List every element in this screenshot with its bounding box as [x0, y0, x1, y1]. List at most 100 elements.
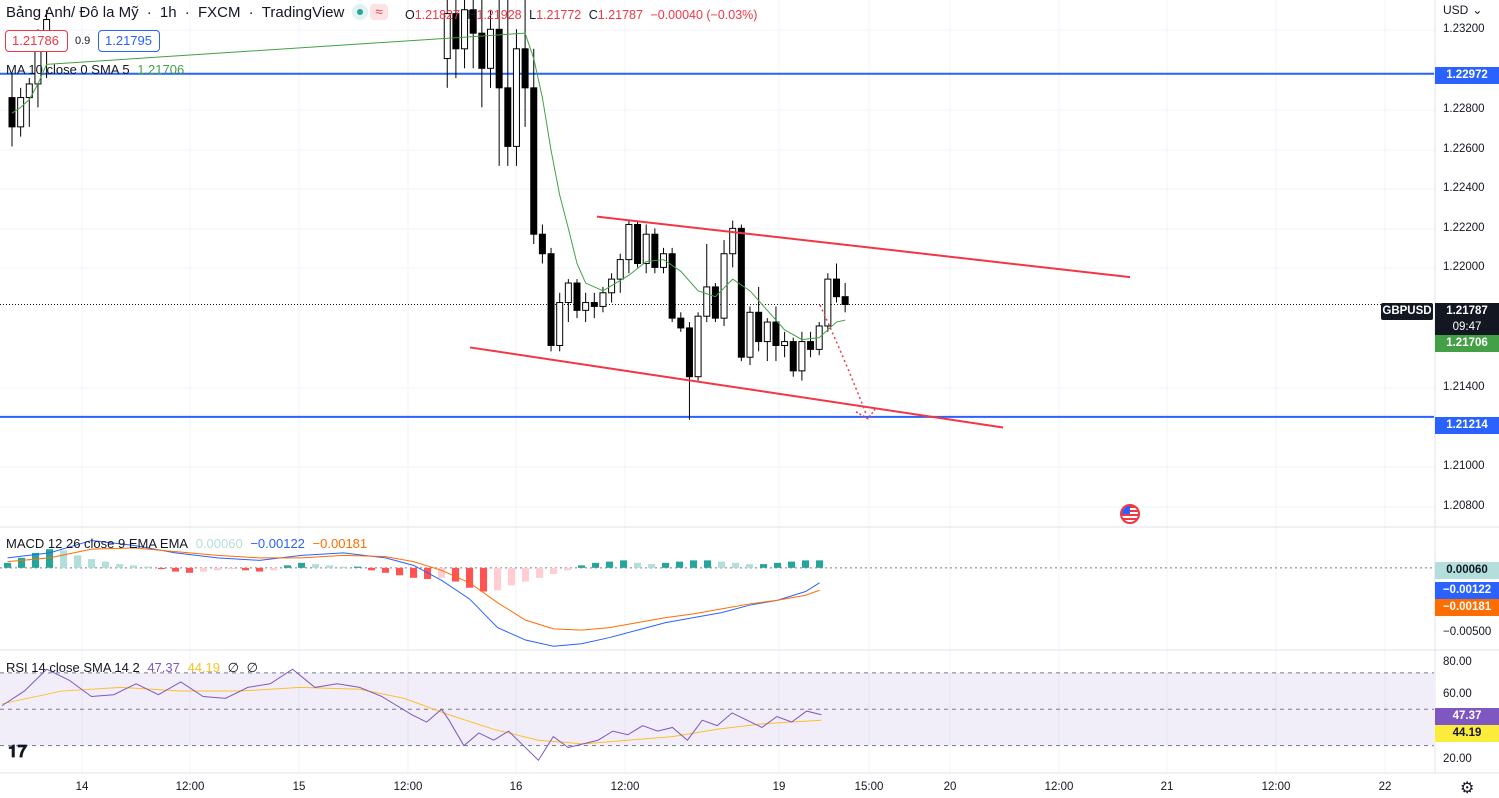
macd-histogram-bar [788, 561, 796, 568]
gear-icon[interactable]: ⚙ [1460, 780, 1475, 797]
candle-body [841, 296, 849, 305]
currency-selector[interactable]: USD ⌄ [1443, 3, 1483, 17]
macd-histogram-bar [550, 567, 558, 575]
rsi-label-box: 47.37 [1435, 708, 1499, 725]
macd-histogram-bar [368, 567, 376, 571]
rsi-ma-value: 44.19 [187, 660, 221, 675]
candle-body [694, 315, 702, 378]
interval: 1h [159, 4, 177, 21]
candle-body [590, 302, 598, 307]
rsi-tick: 80.00 [1443, 656, 1472, 668]
macd-histogram-bar [200, 567, 208, 572]
macd-histogram-bar [452, 567, 460, 582]
time-tick: 16 [509, 781, 523, 793]
us-flag-icon[interactable] [1120, 504, 1140, 524]
macd-pane[interactable] [0, 539, 1434, 647]
candle-body [504, 87, 512, 147]
macd-histogram-bar [354, 566, 362, 568]
price-tick: 1.21400 [1443, 381, 1485, 393]
macd-histogram-bar [746, 564, 754, 568]
macd-histogram-bar [704, 560, 712, 568]
macd-histogram-bar [718, 561, 726, 568]
candle-body [512, 48, 520, 147]
price-tick: 1.21000 [1443, 460, 1485, 472]
ma-legend[interactable]: MA 10 close 0 SMA 5 1.21706 [6, 62, 188, 77]
rsi-legend[interactable]: RSI 14 close SMA 14 2 47.37 44.19 ∅ ∅ [6, 660, 262, 676]
candle-body [461, 9, 469, 50]
candle-body [807, 341, 815, 350]
candle-body [642, 233, 650, 265]
macd-histogram-bar [606, 561, 614, 568]
upper-line-label: 1.22972 [1435, 67, 1499, 84]
price-tick: 1.22800 [1443, 103, 1485, 115]
macd-histogram-bar [592, 562, 600, 568]
rsi-pane[interactable] [0, 668, 1434, 762]
time-tick: 21 [1160, 781, 1174, 793]
macd-signal-value: −0.00181 [312, 536, 368, 551]
price-tick: 1.22400 [1443, 182, 1485, 194]
macd-histogram-bar [228, 567, 236, 570]
candle-body [25, 83, 33, 99]
macd-histogram-bar [536, 567, 544, 578]
time-tick: 12:00 [393, 781, 423, 793]
macd-signal-label: −0.00181 [1435, 599, 1499, 616]
candle-body [17, 97, 25, 128]
macd-histogram-bar [424, 567, 432, 580]
buy-button[interactable]: 1.21795 [98, 30, 160, 52]
candle-body [711, 286, 719, 319]
candle-body [729, 227, 737, 255]
macd-histogram-bar [270, 567, 278, 571]
macd-hist-value: 0.00060 [195, 536, 243, 551]
candle-body [833, 278, 840, 298]
macd-histogram-bar [578, 565, 586, 568]
spread-value: 0.9 [75, 35, 91, 47]
candle-body [478, 32, 486, 69]
candle-body [781, 341, 789, 346]
macd-histogram-bar [46, 549, 54, 568]
macd-line [7, 539, 820, 647]
candle-body [538, 233, 546, 255]
macd-histogram-bar [88, 559, 96, 568]
sell-button[interactable]: 1.21786 [5, 30, 68, 52]
time-tick: 20 [943, 781, 957, 793]
projection-arrow-head [855, 407, 877, 420]
last-price-label: 1.21787 [1435, 303, 1499, 320]
candle-body [452, 13, 460, 50]
price-pane[interactable] [0, 0, 1434, 429]
macd-legend[interactable]: MACD 12 26 close 9 EMA EMA 0.00060 −0.00… [6, 536, 371, 551]
tradingview-logo-icon[interactable]: 𝟏𝟕 [8, 742, 27, 762]
macd-histogram-bar [564, 567, 572, 571]
brand: TradingView [261, 4, 345, 21]
price-tick: 1.23200 [1443, 23, 1485, 35]
macd-histogram-bar [648, 564, 656, 568]
macd-histogram-bar [802, 560, 810, 568]
macd-histogram-bar [480, 567, 488, 592]
candle-body [685, 327, 693, 378]
lower-line-label: 1.21214 [1435, 417, 1499, 434]
candle-body [755, 311, 763, 343]
pane-dividers[interactable] [0, 0, 1499, 774]
candle-body [824, 278, 832, 327]
delayed-data-icon[interactable]: ≈ [370, 4, 388, 20]
candle-body [521, 48, 529, 89]
candle-body [547, 253, 555, 346]
rsi-tick: 20.00 [1443, 753, 1472, 765]
macd-histogram-bar [312, 564, 320, 568]
time-tick: 14 [75, 781, 89, 793]
candle-body [495, 28, 503, 89]
macd-histogram-bar [326, 565, 334, 568]
symbol-legend[interactable]: Bảng Anh/ Đô la Mỹ · 1h · FXCM · Trading… [6, 4, 345, 21]
rsi-value: 47.37 [147, 660, 180, 675]
macd-histogram-bar [466, 567, 474, 588]
ohlc-legend: O1.21827 H1.21928 L1.21772 C1.21787 −0.0… [405, 8, 758, 22]
time-tick: 22 [1378, 781, 1392, 793]
macd-histogram-bar [662, 562, 670, 568]
macd-histogram-bar [284, 565, 292, 568]
rsi-ma-line [1, 686, 822, 745]
market-status-icon[interactable] [352, 4, 368, 20]
macd-histogram-bar [732, 562, 740, 568]
candle-body [556, 302, 564, 346]
macd-histogram-bar [620, 560, 628, 568]
candle-body [625, 223, 633, 261]
